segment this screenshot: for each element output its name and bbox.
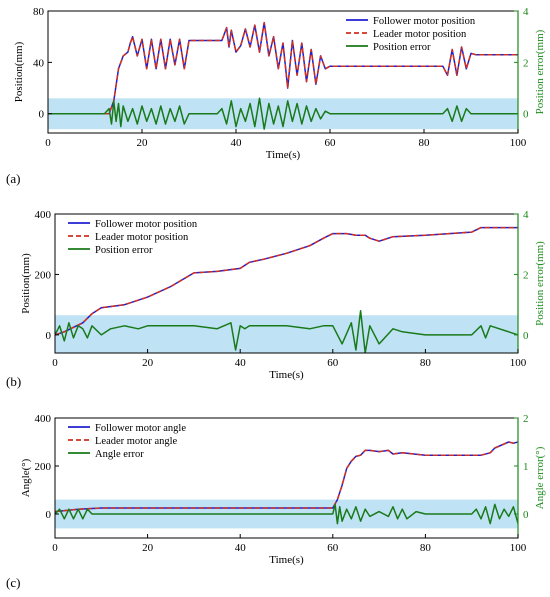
- series-line-2: [55, 226, 518, 336]
- x-axis-label: Time(s): [266, 149, 301, 161]
- x-tick-label: 0: [45, 137, 51, 149]
- y-tick-label: 80: [33, 6, 45, 18]
- x-tick-label: 100: [510, 137, 527, 149]
- series-line-3: [55, 503, 518, 525]
- y2-tick-label: 1: [523, 461, 529, 473]
- x-axis-label: Time(s): [269, 554, 304, 566]
- y2-tick-label: 0: [523, 509, 529, 521]
- series-line-2: [55, 441, 518, 513]
- y-tick-label: 0: [39, 109, 45, 121]
- x-tick-label: 60: [325, 137, 337, 149]
- chart-panel-1: 0 20 40 60 80 100 0 40 80 0 2 4 Time(s) Position(mm) P…: [6, 6, 546, 186]
- y-tick-label: 400: [35, 209, 52, 221]
- chart-panel-2: 0 20 40 60 80 100 0 200 400 0 2 4 Time(s) Position(mm…: [6, 209, 546, 389]
- y-tick-label: 200: [35, 269, 52, 281]
- y2-axis-label: Angle error(°): [534, 446, 546, 509]
- x-tick-label: 80: [420, 357, 432, 369]
- y2-tick-label: 4: [523, 6, 529, 18]
- x-tick-label: 20: [142, 542, 154, 554]
- y-tick-label: 200: [35, 461, 52, 473]
- x-tick-label: 80: [419, 137, 431, 149]
- x-tick-label: 40: [231, 137, 243, 149]
- legend-label: Leader motor position: [373, 29, 467, 40]
- error-band: [55, 315, 518, 353]
- x-tick-label: 40: [235, 542, 247, 554]
- legend-label: Follower motor angle: [95, 423, 186, 434]
- x-tick-label: 100: [510, 542, 527, 554]
- y2-tick-label: 0: [523, 109, 529, 121]
- y2-tick-label: 2: [523, 413, 529, 425]
- x-tick-label: 0: [52, 357, 58, 369]
- y-axis-label: Position(mm): [13, 41, 25, 102]
- legend-label: Position error: [95, 245, 153, 256]
- series-line-2: [48, 21, 518, 115]
- chart-panel-3: 0 20 40 60 80 100 0 200 400 0 1 2 Time(s) Angle(°) Ang…: [6, 413, 546, 590]
- x-tick-label: 20: [137, 137, 149, 149]
- panel-label: (a): [6, 171, 20, 186]
- legend-label: Position error: [373, 42, 431, 53]
- legend-label: Follower motor position: [373, 16, 476, 27]
- y-tick-label: 40: [33, 57, 45, 69]
- y2-tick-label: 2: [523, 57, 529, 69]
- x-tick-label: 60: [327, 357, 339, 369]
- y-tick-label: 400: [35, 413, 52, 425]
- y-axis-label: Angle(°): [20, 458, 32, 497]
- legend-label: Follower motor position: [95, 219, 198, 230]
- x-tick-label: 40: [235, 357, 247, 369]
- y2-axis-label: Position error(mm): [534, 29, 546, 114]
- y2-tick-label: 0: [523, 330, 529, 342]
- x-tick-label: 80: [420, 542, 432, 554]
- plot-area: [55, 441, 518, 525]
- plot-area: [48, 21, 518, 130]
- x-tick-label: 0: [52, 542, 58, 554]
- legend-label: Angle error: [95, 449, 144, 460]
- legend-label: Leader motor position: [95, 232, 189, 243]
- plot-area: [55, 226, 518, 353]
- y2-tick-label: 4: [523, 209, 529, 221]
- legend-label: Leader motor angle: [95, 436, 178, 447]
- y2-axis-label: Position error(mm): [534, 241, 546, 326]
- x-tick-label: 100: [510, 357, 527, 369]
- y-axis-label: Position(mm): [20, 253, 32, 314]
- y-tick-label: 0: [46, 330, 52, 342]
- y2-tick-label: 2: [523, 269, 529, 281]
- series-line-3: [48, 97, 518, 130]
- x-axis-label: Time(s): [269, 369, 304, 381]
- y-tick-label: 0: [46, 509, 52, 521]
- series-line-3: [55, 309, 518, 353]
- x-tick-label: 20: [142, 357, 154, 369]
- panel-label: (c): [6, 575, 20, 590]
- x-tick-label: 60: [327, 542, 339, 554]
- panel-label: (b): [6, 374, 21, 389]
